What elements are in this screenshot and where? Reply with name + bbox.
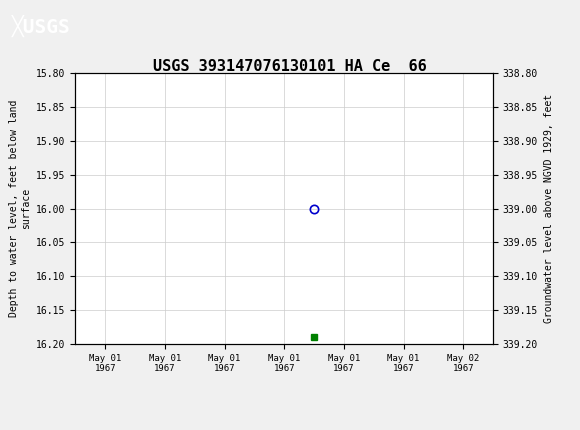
Y-axis label: Groundwater level above NGVD 1929, feet: Groundwater level above NGVD 1929, feet (543, 94, 553, 323)
Y-axis label: Depth to water level, feet below land
surface: Depth to water level, feet below land su… (9, 100, 31, 317)
Text: ╳USGS: ╳USGS (12, 15, 70, 37)
Text: USGS 393147076130101 HA Ce  66: USGS 393147076130101 HA Ce 66 (153, 59, 427, 74)
